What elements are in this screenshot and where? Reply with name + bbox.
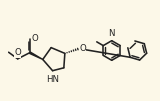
Text: HN: HN <box>46 75 59 84</box>
Text: N: N <box>108 29 115 38</box>
Text: O: O <box>32 34 39 43</box>
Polygon shape <box>29 52 43 59</box>
Text: O: O <box>14 48 21 57</box>
Text: O: O <box>79 44 86 53</box>
